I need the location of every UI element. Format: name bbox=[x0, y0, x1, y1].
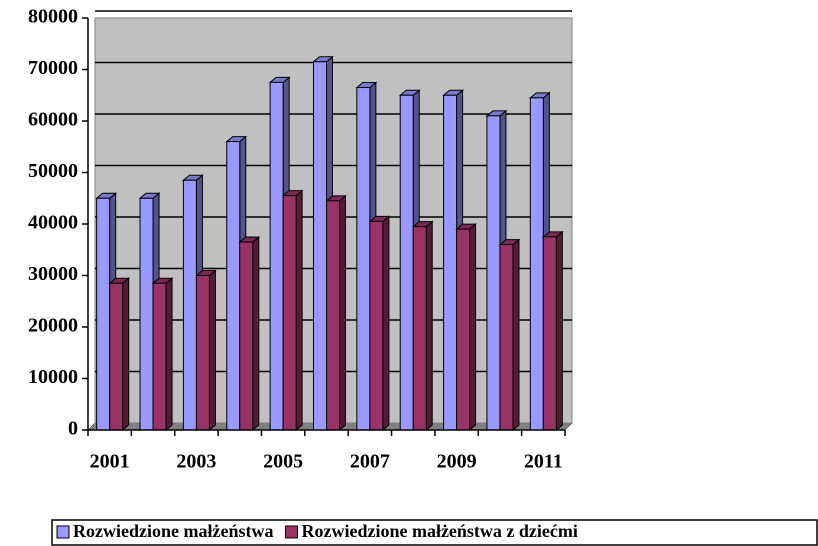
y-tick-label: 50000 bbox=[28, 160, 78, 182]
bar bbox=[368, 215, 391, 432]
legend-label: Rozwiedzione małżeństwa bbox=[73, 521, 273, 541]
x-tick-label: 2003 bbox=[176, 451, 216, 473]
x-tick-label: 2009 bbox=[437, 451, 477, 473]
y-tick-label: 80000 bbox=[28, 6, 78, 28]
y-tick-label: 20000 bbox=[28, 315, 78, 337]
y-tick-label: 0 bbox=[68, 418, 78, 440]
bar bbox=[325, 194, 347, 432]
x-tick-label: 2011 bbox=[524, 451, 563, 473]
bar bbox=[238, 235, 261, 432]
y-tick-label: 60000 bbox=[28, 109, 78, 131]
x-tick-label: 2001 bbox=[90, 451, 130, 473]
x-tick-label: 2007 bbox=[350, 451, 390, 473]
legend-swatch bbox=[56, 525, 70, 539]
legend-label: Rozwiedzione małżeństwa z dziećmi bbox=[301, 521, 577, 541]
bar bbox=[411, 220, 434, 432]
bar bbox=[541, 230, 564, 432]
legend-swatch bbox=[284, 525, 298, 539]
bar bbox=[498, 238, 521, 432]
legend bbox=[51, 519, 818, 546]
y-tick-label: 40000 bbox=[28, 212, 78, 234]
bar bbox=[151, 277, 174, 432]
bar bbox=[195, 269, 217, 432]
y-tick-label: 70000 bbox=[28, 57, 78, 79]
bar bbox=[455, 223, 477, 432]
bar bbox=[108, 277, 131, 432]
y-tick-label: 10000 bbox=[28, 366, 78, 388]
y-tick-label: 30000 bbox=[28, 263, 78, 285]
x-tick-label: 2005 bbox=[263, 451, 303, 473]
bar bbox=[281, 189, 304, 432]
